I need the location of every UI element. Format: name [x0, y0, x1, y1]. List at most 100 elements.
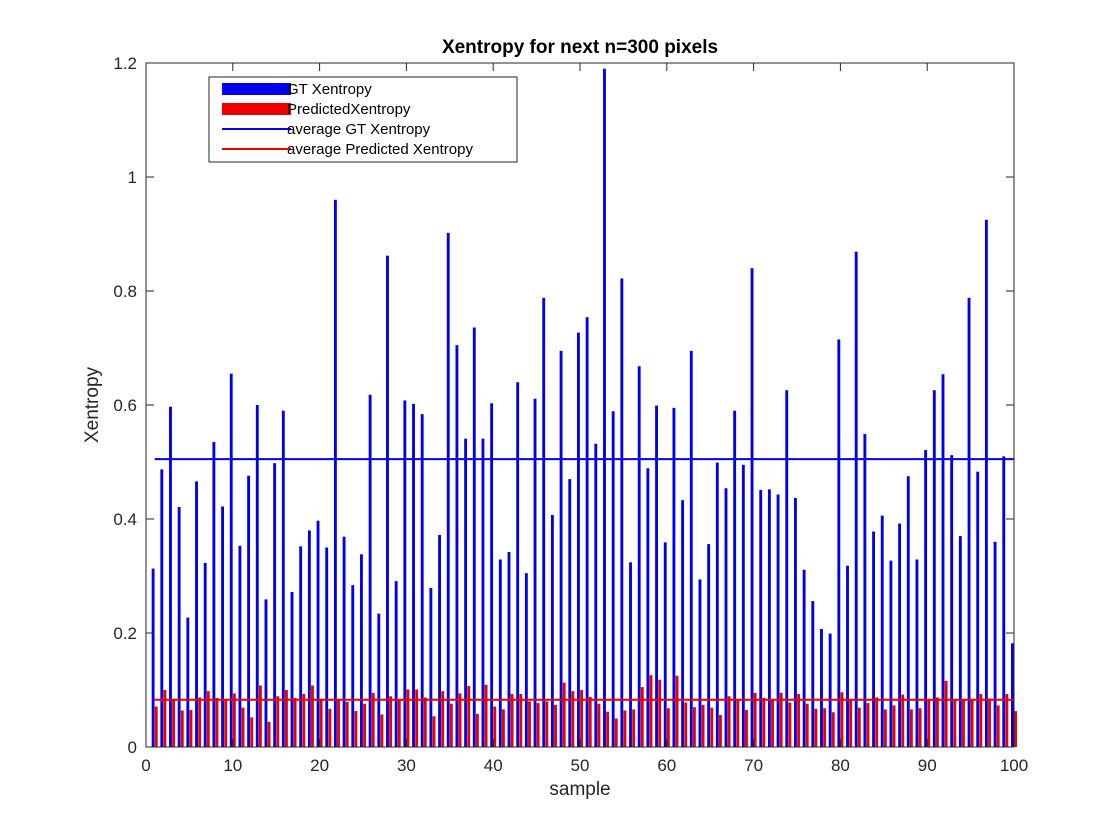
pred-bar-26: [371, 692, 375, 747]
pred-bar-20: [319, 700, 323, 747]
y-tick-label-2: 0.4: [113, 510, 137, 529]
gt-bar-10: [229, 373, 233, 747]
chart-title: Xentropy for next n=300 pixels: [442, 37, 718, 58]
pred-bar-86: [892, 705, 896, 747]
gt-bar-95: [967, 297, 971, 747]
chart-legend: GT Xentropy PredictedXentropy average GT X…: [208, 76, 518, 163]
pred-bar-42: [510, 693, 514, 747]
pred-bar-6: [198, 697, 202, 747]
gt-bar-54: [611, 411, 615, 747]
pred-bar-53: [606, 711, 610, 747]
pred-bar-87: [901, 694, 905, 747]
gt-bar-77: [811, 601, 815, 747]
pred-bar-25: [363, 703, 366, 747]
gt-bar-92: [941, 374, 945, 747]
gt-bar-86: [889, 560, 893, 747]
pred-bar-62: [684, 702, 688, 747]
gt-bar-51: [585, 317, 589, 747]
pred-bar-98: [996, 705, 1000, 747]
pred-bar-11: [241, 707, 245, 747]
gt-bar-11: [238, 545, 242, 747]
x-tick-label-20: 20: [310, 756, 329, 775]
gt-bar-68: [733, 410, 737, 747]
pred-bar-31: [415, 689, 419, 747]
pred-bar-88: [909, 709, 913, 747]
pred-bar-63: [692, 707, 696, 747]
pred-bar-50: [580, 690, 583, 747]
gt-bar-97: [984, 219, 988, 747]
pred-bar-29: [397, 699, 401, 747]
legend-gt-bar-label: GT Xentropy: [287, 81, 372, 98]
pred-bar-99: [1005, 693, 1009, 747]
pred-bar-40: [493, 706, 497, 747]
gt-bar-6: [195, 481, 198, 747]
pred-bar-64: [701, 704, 705, 747]
pred-bar-69: [745, 709, 748, 747]
pred-bar-59: [658, 679, 662, 747]
pred-bar-32: [423, 697, 427, 747]
pred-bar-75: [797, 693, 800, 747]
pred-bar-28: [389, 696, 393, 747]
pred-bar-36: [458, 693, 462, 747]
pred-bar-74: [788, 702, 792, 747]
gt-bar-58: [646, 468, 650, 747]
pred-bar-70: [753, 692, 757, 747]
gt-bar-40: [490, 403, 494, 747]
gt-bar-71: [759, 489, 763, 747]
gt-bar-46: [542, 297, 546, 747]
pred-bar-52: [597, 703, 601, 747]
pred-bar-8: [215, 697, 219, 747]
gt-bar-39: [481, 438, 485, 747]
pred-bar-34: [441, 691, 445, 747]
x-axis-label: sample: [549, 779, 610, 800]
gt-bar-42: [507, 552, 511, 747]
gt-bar-69: [741, 464, 745, 747]
gt-bar-81: [846, 565, 849, 747]
legend-pred-bar-label: PredictedXentropy: [287, 101, 411, 118]
pred-bar-33: [432, 716, 436, 747]
pred-bar-46: [545, 701, 549, 747]
pred-bar-93: [953, 699, 957, 747]
pred-bar-55: [623, 710, 627, 747]
pred-bar-14: [267, 721, 271, 747]
pred-bar-41: [502, 709, 505, 747]
pred-bar-60: [666, 708, 670, 747]
x-tick-label-50: 50: [571, 756, 590, 775]
pred-bar-73: [779, 692, 783, 747]
pred-bar-81: [849, 699, 853, 747]
pred-bar-61: [675, 675, 679, 747]
pred-bar-80: [840, 692, 844, 747]
gt-bar-74: [785, 390, 789, 747]
gt-bar-29: [394, 581, 398, 747]
gt-bar-63: [689, 350, 693, 747]
pred-bar-96: [979, 693, 983, 747]
gt-bar-16: [281, 410, 285, 747]
pred-bar-58: [649, 675, 653, 747]
pred-bar-68: [736, 700, 740, 747]
gt-bar-41: [498, 559, 502, 747]
gt-bar-82: [854, 251, 858, 748]
pred-bar-56: [632, 709, 636, 747]
x-tick-label-70: 70: [744, 756, 763, 775]
gt-bar-28: [386, 255, 389, 747]
x-tick-label-30: 30: [397, 756, 416, 775]
gt-bar-7: [203, 562, 207, 747]
x-tick-label-40: 40: [484, 756, 503, 775]
gt-bar-31: [412, 403, 415, 747]
y-tick-label-3: 0.6: [113, 396, 137, 415]
pred-bar-84: [875, 697, 879, 747]
gt-bar-53: [603, 68, 606, 747]
gt-bar-30: [403, 400, 407, 747]
gt-bar-50: [577, 332, 580, 747]
gt-bar-76: [802, 569, 806, 747]
pred-bar-97: [988, 698, 991, 747]
pred-bar-7: [206, 691, 210, 747]
legend-box: [208, 76, 518, 163]
pred-bar-23: [345, 701, 349, 747]
pred-bar-49: [571, 691, 575, 747]
gt-bar-65: [707, 544, 711, 747]
gt-bar-48: [559, 350, 563, 747]
legend-avg-pred-label: average Predicted Xentropy: [287, 141, 473, 158]
gt-bar-2: [160, 469, 164, 747]
gt-bar-25: [360, 554, 363, 747]
